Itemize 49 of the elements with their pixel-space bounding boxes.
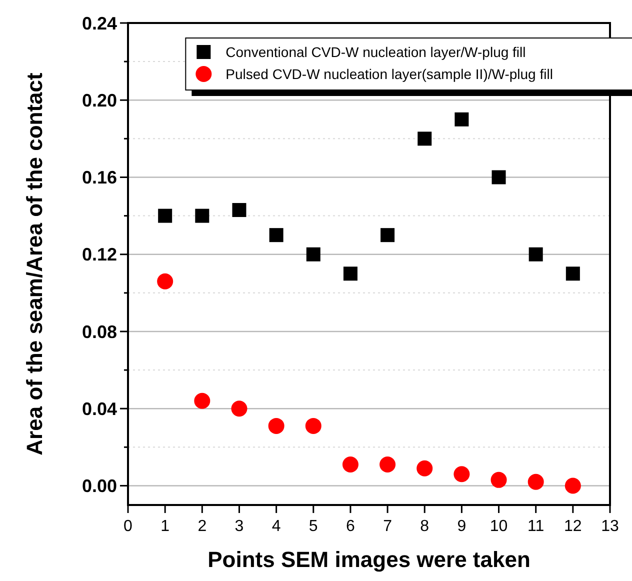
point — [342, 456, 358, 473]
x-tick-label: 12 — [564, 518, 582, 535]
x-tick-label: 0 — [124, 518, 133, 535]
point — [269, 228, 284, 242]
point — [528, 474, 544, 490]
point — [490, 472, 507, 488]
y-tick-label: 0.04 — [82, 398, 117, 419]
x-tick-label: 10 — [490, 518, 508, 535]
y-tick-label: 0.00 — [82, 476, 117, 496]
point — [418, 132, 432, 146]
point — [380, 228, 395, 242]
y-tick-label: 0.24 — [82, 13, 117, 34]
y-tick-label: 0.08 — [82, 322, 117, 342]
point — [454, 466, 470, 482]
x-tick-label: 5 — [308, 518, 318, 535]
legend-label: Pulsed CVD-W nucleation layer(sample II)/W-plug fill — [226, 66, 553, 82]
point — [380, 456, 396, 473]
point — [194, 392, 210, 409]
point — [157, 273, 174, 290]
x-axis-title: Points SEM images were taken — [208, 547, 530, 572]
point — [416, 460, 433, 476]
y-tick-label: 0.12 — [82, 244, 117, 265]
y-tick-label: 0.16 — [82, 168, 117, 188]
x-tick-label: 9 — [457, 518, 466, 535]
point — [268, 418, 284, 434]
point — [306, 247, 320, 262]
point — [528, 247, 543, 262]
x-tick-label: 13 — [601, 518, 619, 535]
x-tick-label: 4 — [272, 518, 281, 535]
point — [343, 266, 358, 281]
point — [492, 170, 506, 184]
x-tick-label: 3 — [234, 518, 244, 535]
point — [454, 112, 469, 126]
point — [195, 208, 210, 223]
x-tick-label: 1 — [160, 518, 170, 535]
point — [158, 208, 172, 223]
y-axis-title: Area of the seam/Area of the contact — [22, 72, 47, 456]
x-tick-label: 7 — [383, 518, 392, 535]
point — [232, 203, 246, 218]
point — [305, 418, 322, 434]
x-tick-label: 2 — [198, 518, 207, 535]
x-tick-label: 6 — [346, 518, 356, 535]
point — [564, 478, 581, 494]
point — [566, 266, 580, 281]
legend-label: Conventional CVD-W nucleation layer/W-plug fill — [226, 44, 526, 60]
x-tick-label: 8 — [420, 518, 430, 535]
x-tick-label: 11 — [528, 518, 544, 535]
y-tick-label: 0.20 — [82, 90, 117, 110]
point — [231, 400, 248, 417]
